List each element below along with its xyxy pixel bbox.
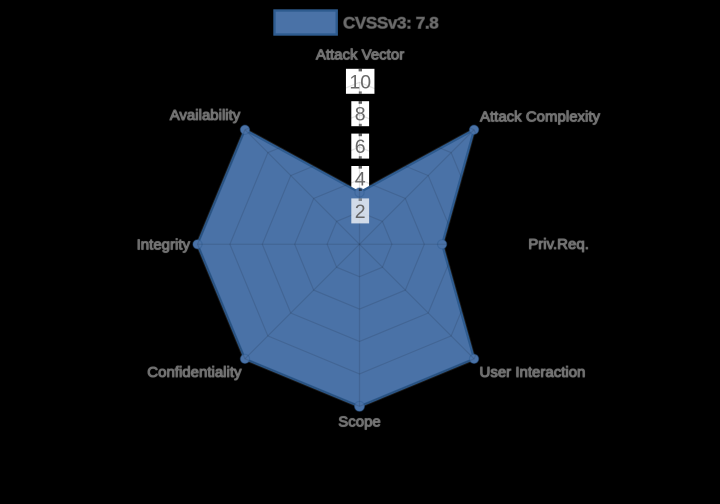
svg-text:Integrity: Integrity <box>137 237 191 254</box>
svg-text:Attack Vector: Attack Vector <box>316 46 404 63</box>
svg-text:Availability: Availability <box>170 107 241 124</box>
svg-text:Attack Vector: Attack Vector <box>316 46 404 63</box>
svg-text:10: 10 <box>349 71 371 93</box>
svg-text:Availability: Availability <box>170 107 241 124</box>
svg-text:4: 4 <box>355 169 366 191</box>
svg-text:Priv.Req.: Priv.Req. <box>528 236 589 253</box>
svg-text:6: 6 <box>355 136 366 158</box>
svg-text:Confidentiality: Confidentiality <box>147 364 242 381</box>
svg-text:User Interaction: User Interaction <box>480 364 586 381</box>
svg-text:User Interaction: User Interaction <box>480 364 586 381</box>
svg-text:Priv.Req.: Priv.Req. <box>528 236 589 253</box>
svg-text:Confidentiality: Confidentiality <box>147 364 242 381</box>
svg-text:8: 8 <box>355 104 366 126</box>
svg-text:Scope: Scope <box>338 414 381 431</box>
svg-text:Attack Complexity: Attack Complexity <box>480 109 601 126</box>
svg-text:Scope: Scope <box>338 414 381 431</box>
svg-text:2: 2 <box>355 201 366 223</box>
svg-text:CVSSv3: 7.8: CVSSv3: 7.8 <box>343 14 438 33</box>
svg-text:Integrity: Integrity <box>137 237 191 254</box>
svg-text:Attack Complexity: Attack Complexity <box>480 109 601 126</box>
